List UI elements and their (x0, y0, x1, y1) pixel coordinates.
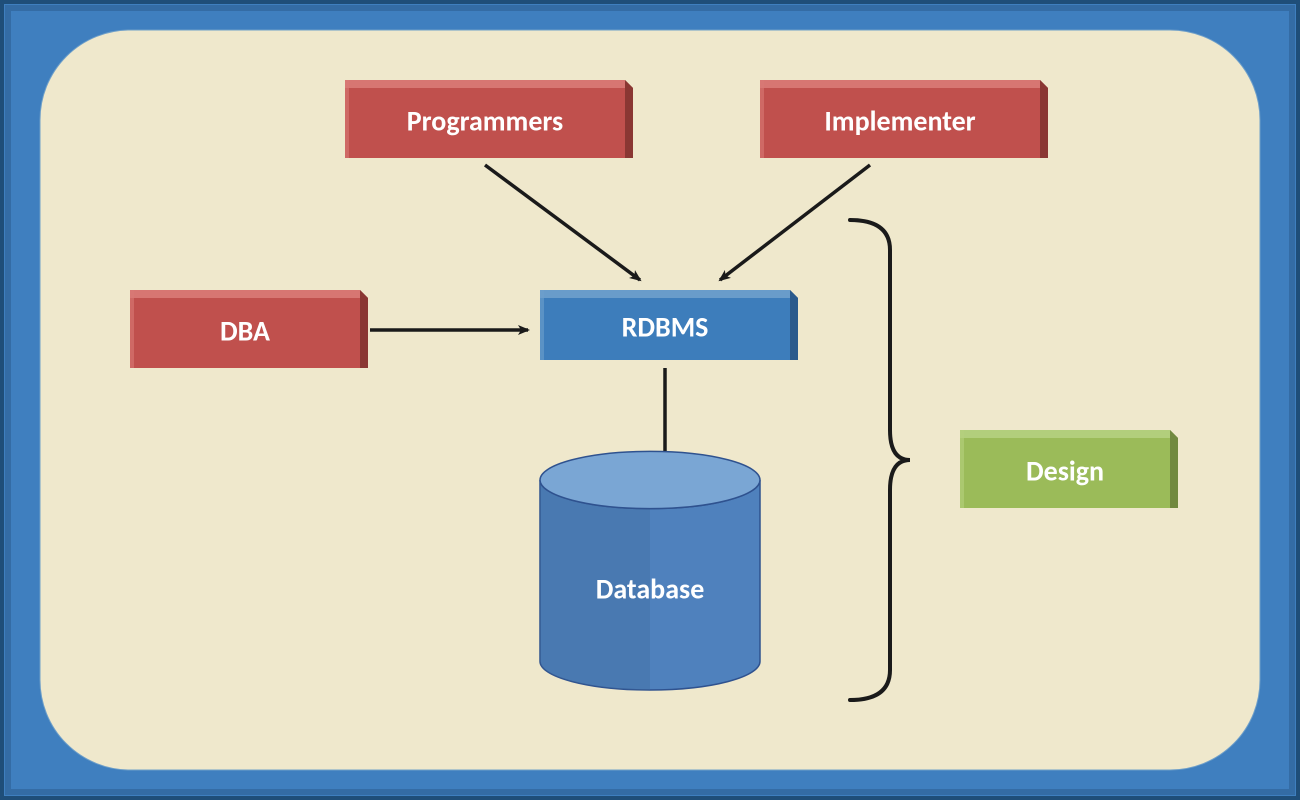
diagram-root: Programmers Implementer DBA RDBMS Database De… (0, 0, 1300, 800)
node-design: Design (960, 430, 1178, 516)
node-implementer: Implementer (760, 80, 1048, 166)
node-label-rdbms: RDBMS (622, 310, 709, 345)
diagram-svg: Programmers Implementer DBA RDBMS Database De… (0, 0, 1300, 800)
node-label-database: Database (596, 572, 705, 607)
node-label-implementer: Implementer (824, 104, 975, 139)
node-label-design: Design (1026, 454, 1104, 489)
node-database: Database (540, 451, 760, 690)
node-rdbms: RDBMS (540, 290, 798, 368)
node-label-programmers: Programmers (407, 104, 563, 139)
node-label-dba: DBA (220, 314, 270, 349)
node-programmers: Programmers (345, 80, 633, 166)
node-dba: DBA (130, 290, 368, 376)
cylinder-top (540, 451, 760, 508)
